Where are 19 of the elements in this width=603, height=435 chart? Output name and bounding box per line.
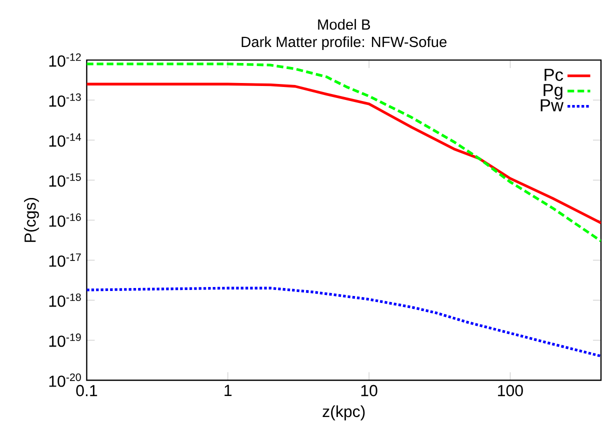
- y-tick-label: 10$^{-13}$: [49, 93, 81, 107]
- x-axis-title: z(kpc): [322, 405, 365, 420]
- x-tick-label: 0.1: [76, 384, 98, 396]
- x-tick-label: 100: [498, 384, 523, 396]
- y-tick-label: 10$^{-19}$: [49, 333, 81, 347]
- y-axis-title: P(cgs): [24, 198, 39, 242]
- legend-label: Pg: [544, 84, 562, 100]
- legend-label: Pc: [544, 68, 564, 81]
- chart-title: Model B: [318, 18, 370, 30]
- y-tick-label: 10$^{-18}$: [49, 293, 81, 307]
- y-tick-label: 10$^{-15}$: [49, 173, 81, 187]
- y-tick-label: 10$^{-12}$: [49, 53, 81, 67]
- y-tick-label: 10$^{-16}$: [49, 213, 81, 227]
- y-tick-label: 10$^{-17}$: [49, 253, 81, 267]
- x-tick-label: 1: [224, 384, 232, 396]
- legend-label: Pw: [540, 99, 564, 112]
- y-tick-label: 10$^{-14}$: [49, 133, 82, 147]
- x-tick-label: 10: [361, 384, 378, 396]
- chart-subtitle: Dark Matter profile: NFW-Sofue: [242, 36, 447, 50]
